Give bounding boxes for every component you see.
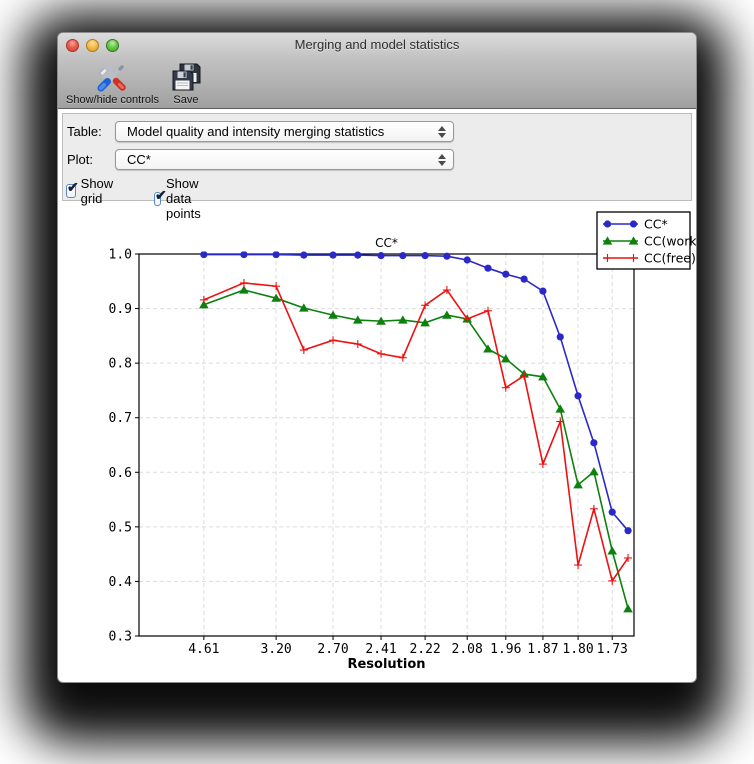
series-CC(free) [199, 278, 633, 585]
show-data-points-label: Show data points [166, 176, 201, 221]
show-grid-checkbox[interactable]: Show grid [66, 176, 118, 206]
plot-select-value: CC* [127, 152, 151, 167]
close-button[interactable] [66, 39, 79, 52]
legend: CC* CC(work) CC(free) [596, 211, 697, 270]
x-axis-label: Resolution [347, 657, 425, 672]
y-tick-label: 0.7 [109, 411, 132, 426]
show-data-points-checkbox[interactable]: Show data points [154, 176, 208, 221]
chart-area: 1.0 0.9 0.8 0.7 0.6 0.5 0.4 0.3 4.61 3.20 2.70 2.41… [98, 203, 697, 681]
table-select-value: Model quality and intensity merging stat… [127, 124, 385, 139]
window-title: Merging and model statistics [294, 37, 460, 52]
checkbox-icon [66, 179, 78, 198]
series-CC* [200, 251, 632, 535]
plot-border [138, 253, 635, 637]
title-bar[interactable]: Merging and model statistics [58, 33, 696, 57]
legend-label: CC(work) [644, 234, 697, 249]
toolbar: Show/hide controls [58, 57, 696, 109]
y-tick-label: 0.9 [109, 302, 132, 317]
y-tick-label: 0.6 [109, 466, 132, 481]
x-tick-label: 3.20 [260, 642, 291, 657]
checkbox-icon [154, 187, 167, 206]
tools-icon [97, 64, 127, 92]
x-tick-label: 1.73 [597, 642, 628, 657]
y-tick-label: 0.3 [109, 630, 132, 645]
toolbar-button-label: Save [173, 94, 199, 106]
show-grid-label: Show grid [80, 176, 114, 206]
series-CC(work) [199, 285, 633, 613]
show-hide-controls-button[interactable]: Show/hide controls [66, 60, 159, 106]
toolbar-button-label: Show/hide controls [66, 94, 159, 106]
save-button[interactable]: Save [169, 60, 203, 106]
x-tick-label: 1.80 [562, 642, 593, 657]
stepper-arrows-icon [437, 125, 446, 138]
zoom-button[interactable] [106, 39, 119, 52]
x-tick-label: 4.61 [188, 642, 219, 657]
statistics-plot: 1.0 0.9 0.8 0.7 0.6 0.5 0.4 0.3 4.61 3.20 2.70 2.41… [109, 211, 697, 672]
legend-label: CC(free) [644, 251, 696, 266]
x-tick-label: 2.22 [409, 642, 440, 657]
app-window: Merging and model statistics Show/hide c… [57, 32, 697, 683]
x-tick-label: 1.87 [527, 642, 558, 657]
plot-title: CC* [375, 236, 398, 250]
plot-label: Plot: [67, 152, 94, 167]
x-tick-label: 2.41 [365, 642, 396, 657]
x-tick-label: 1.96 [490, 642, 521, 657]
floppy-icon [172, 63, 201, 91]
x-tick-label: 2.08 [452, 642, 483, 657]
legend-label: CC* [644, 217, 668, 232]
y-tick-label: 1.0 [109, 248, 132, 263]
table-label: Table: [67, 124, 102, 139]
minimize-button[interactable] [86, 39, 99, 52]
x-tick-label: 2.70 [317, 642, 348, 657]
plot-controls-panel: Table: Model quality and intensity mergi… [62, 113, 692, 221]
plot-select[interactable]: CC* [115, 149, 454, 170]
table-select[interactable]: Model quality and intensity merging stat… [115, 121, 454, 142]
y-tick-label: 0.5 [109, 520, 132, 535]
y-tick-label: 0.8 [109, 357, 132, 372]
y-tick-label: 0.4 [109, 575, 133, 590]
stepper-arrows-icon [437, 153, 446, 166]
